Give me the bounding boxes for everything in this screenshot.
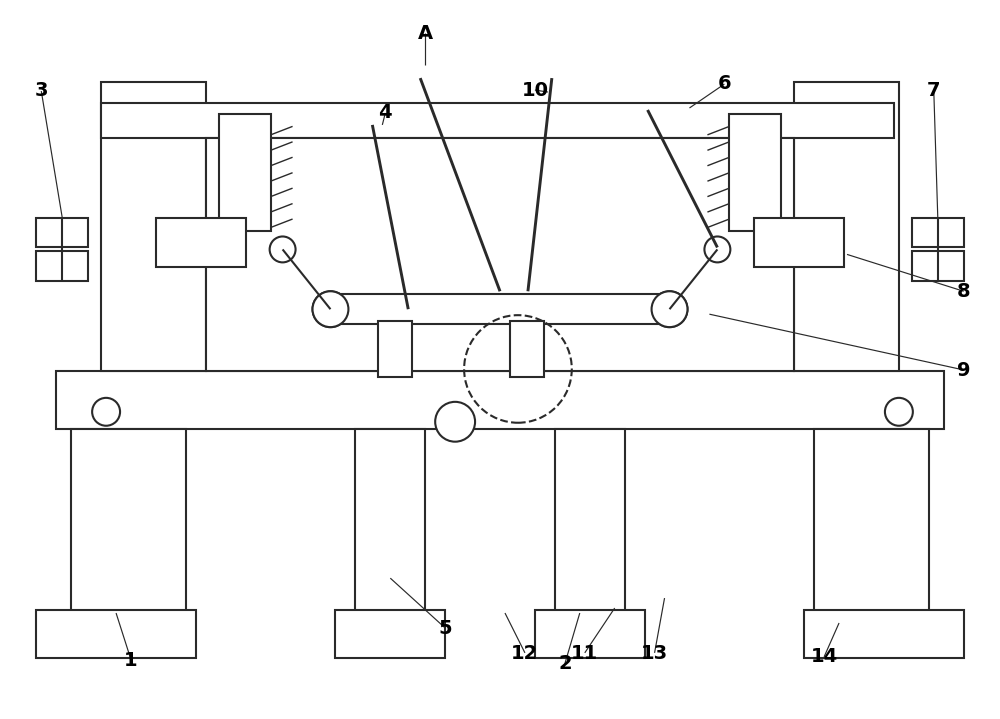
Circle shape bbox=[313, 291, 348, 327]
Bar bbox=[56, 371, 944, 429]
Circle shape bbox=[652, 291, 687, 327]
Bar bbox=[156, 218, 246, 267]
Bar bbox=[794, 82, 899, 371]
Text: 5: 5 bbox=[438, 618, 452, 638]
Circle shape bbox=[313, 291, 348, 327]
Bar bbox=[101, 103, 894, 138]
Bar bbox=[101, 82, 206, 371]
Text: 8: 8 bbox=[957, 282, 971, 301]
Bar bbox=[355, 429, 425, 613]
Bar bbox=[378, 321, 412, 377]
Bar bbox=[335, 610, 445, 658]
Bar bbox=[206, 138, 794, 371]
Bar bbox=[36, 252, 88, 281]
Text: 10: 10 bbox=[521, 81, 548, 101]
Bar bbox=[814, 429, 929, 613]
Text: 7: 7 bbox=[927, 81, 941, 101]
Text: 11: 11 bbox=[571, 644, 598, 663]
Text: 2: 2 bbox=[558, 654, 572, 674]
Bar bbox=[912, 218, 964, 247]
Text: 1: 1 bbox=[124, 651, 138, 670]
Bar bbox=[729, 114, 781, 232]
Text: 14: 14 bbox=[810, 647, 838, 667]
Bar bbox=[330, 294, 670, 324]
Text: 13: 13 bbox=[641, 644, 668, 663]
Bar bbox=[36, 218, 88, 247]
Bar bbox=[71, 429, 186, 613]
Circle shape bbox=[270, 237, 296, 262]
Bar bbox=[804, 610, 964, 658]
Circle shape bbox=[652, 291, 687, 327]
Text: 12: 12 bbox=[511, 644, 539, 663]
Bar bbox=[754, 218, 844, 267]
Circle shape bbox=[92, 398, 120, 426]
Text: A: A bbox=[418, 24, 433, 43]
Text: 6: 6 bbox=[718, 74, 731, 93]
Bar bbox=[219, 114, 271, 232]
Text: 4: 4 bbox=[379, 103, 392, 122]
Bar bbox=[510, 321, 544, 377]
Bar bbox=[912, 252, 964, 281]
Text: 3: 3 bbox=[35, 81, 48, 101]
Circle shape bbox=[704, 237, 730, 262]
Bar bbox=[555, 429, 625, 613]
Circle shape bbox=[885, 398, 913, 426]
Text: 9: 9 bbox=[957, 361, 970, 380]
Circle shape bbox=[435, 402, 475, 441]
Bar bbox=[535, 610, 645, 658]
Bar bbox=[36, 610, 196, 658]
